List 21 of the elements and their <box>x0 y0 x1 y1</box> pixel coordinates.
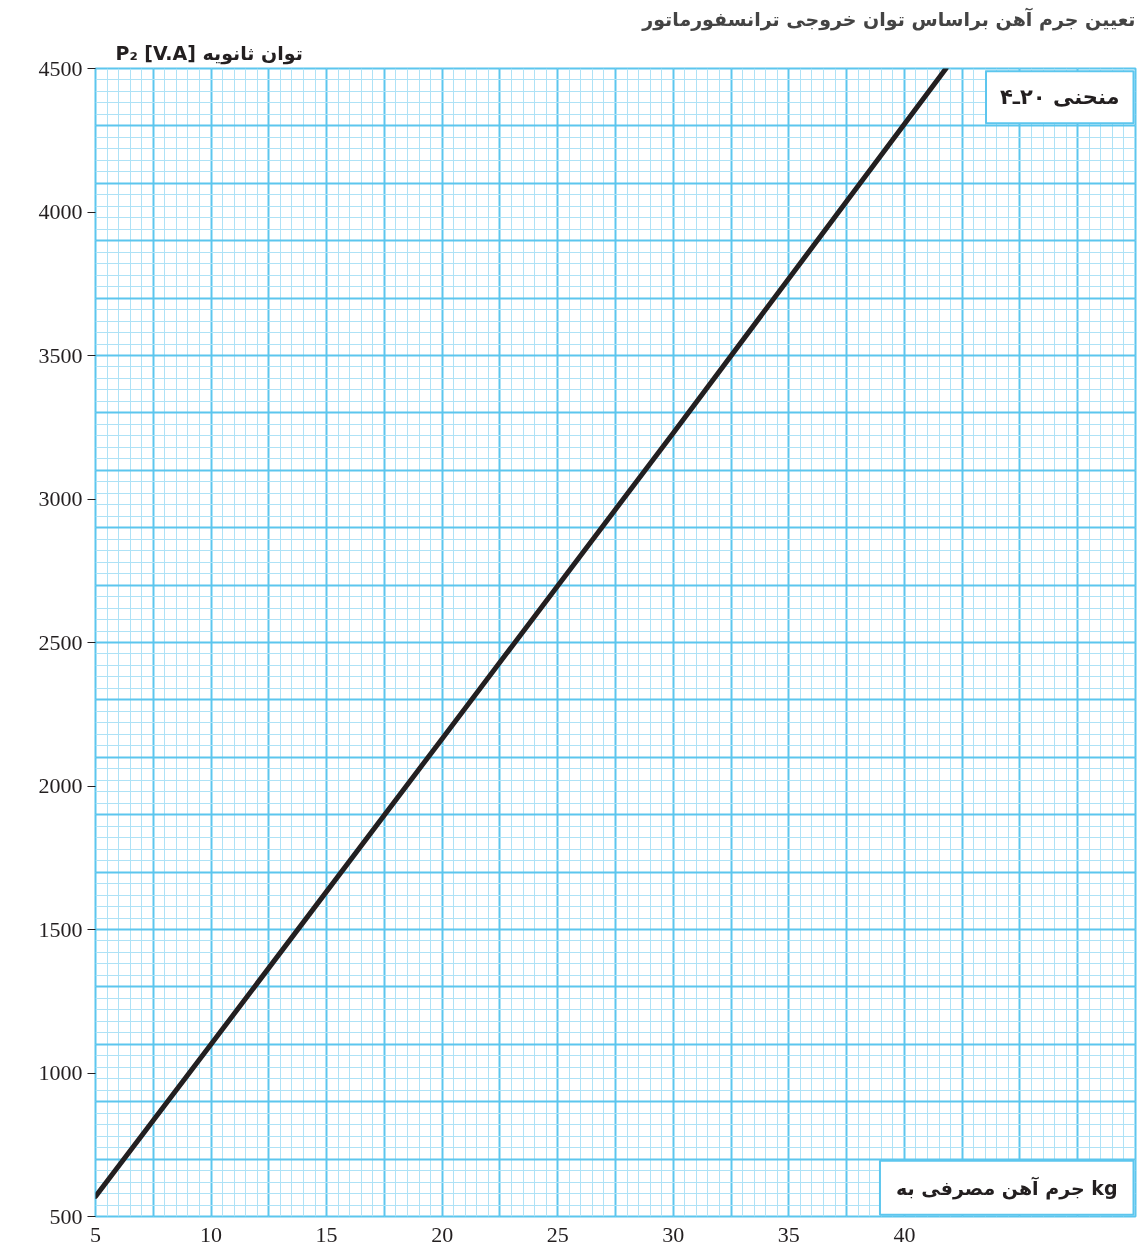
y-tick-label: 2000 <box>38 773 83 798</box>
y-tick-label: 3500 <box>38 342 83 368</box>
y-tick-label: 4500 <box>38 55 83 81</box>
x-tick-label: 30 <box>662 1221 685 1247</box>
y-axis-title: P₂ [V.A] توان ثانویه <box>115 41 303 65</box>
y-tick-label: 3000 <box>38 486 83 511</box>
x-tick-label: 40 <box>893 1221 916 1247</box>
y-tick-label: 500 <box>49 1203 83 1229</box>
annotation: منحنی ۲۰ـ۴ <box>1000 85 1120 110</box>
x-tick-label: 5 <box>90 1221 101 1247</box>
x-tick-label: 20 <box>431 1221 454 1247</box>
x-tick-label: 35 <box>777 1221 800 1247</box>
x-tick-label: 10 <box>200 1221 223 1247</box>
x-axis-title: جرم آهن مصرفی به kg <box>895 1175 1118 1200</box>
x-tick-label: 15 <box>315 1221 338 1247</box>
y-tick-label: 2500 <box>38 629 83 655</box>
x-tick-label: 25 <box>546 1221 569 1247</box>
chart-title: تعیین جرم آهن براساس توان خروجی ترانسفورماتور <box>641 6 1136 31</box>
y-tick-label: 4000 <box>38 199 83 224</box>
y-tick-label: 1500 <box>38 916 83 942</box>
y-tick-label: 1000 <box>38 1060 83 1085</box>
